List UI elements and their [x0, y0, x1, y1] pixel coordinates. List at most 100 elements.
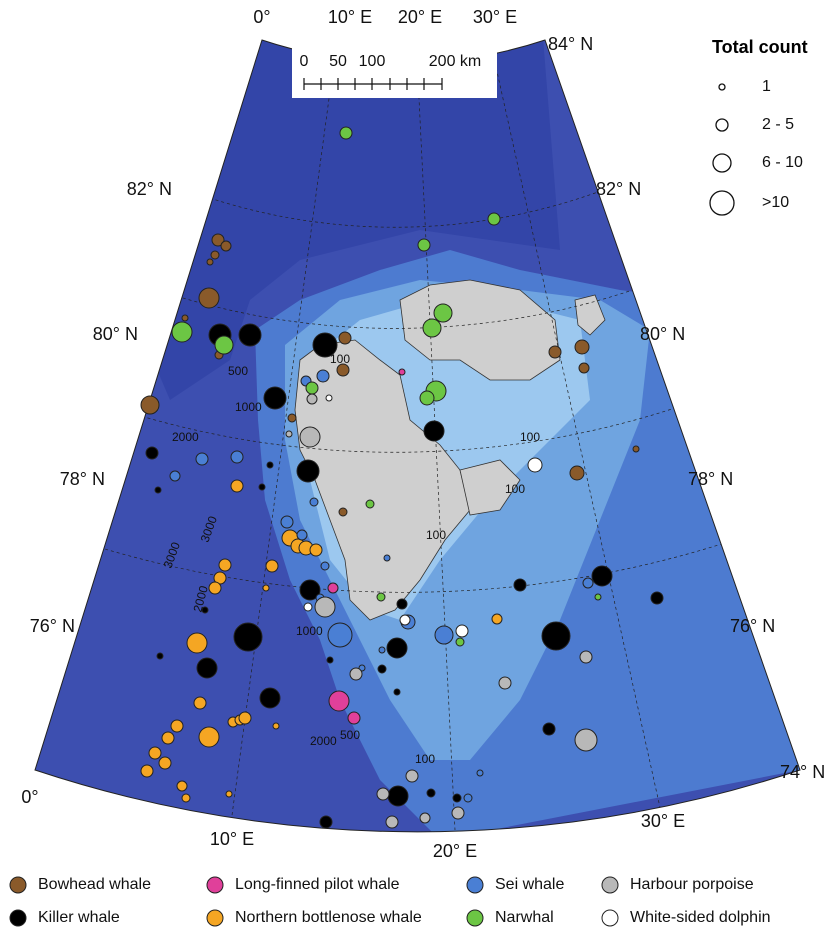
sighting	[320, 561, 330, 571]
sighting	[338, 331, 352, 345]
sighting	[220, 240, 232, 252]
sighting	[569, 465, 585, 481]
sighting	[299, 579, 321, 601]
lat-label: 78° N	[60, 469, 105, 489]
contour-label: 100	[330, 352, 350, 366]
lon-label: 0°	[21, 787, 38, 807]
legend-swatch	[466, 909, 484, 927]
sighting	[455, 624, 469, 638]
scale-label: 50	[329, 53, 347, 70]
sighting	[171, 321, 193, 343]
legend-swatch	[206, 909, 224, 927]
lon-label: 20° E	[398, 7, 442, 27]
sighting	[170, 719, 184, 733]
sighting	[582, 577, 594, 589]
sighting	[347, 711, 361, 725]
legend-label: Long-finned pilot whale	[235, 876, 400, 893]
legend-label: Narwhal	[495, 909, 554, 926]
legend-label: Northern bottlenose whale	[235, 909, 422, 926]
contour-label: 1000	[235, 400, 262, 414]
sighting	[498, 676, 512, 690]
sighting	[299, 426, 321, 448]
sighting	[206, 258, 214, 266]
sighting	[316, 369, 330, 383]
sighting	[417, 238, 431, 252]
sighting	[140, 395, 160, 415]
sighting	[399, 614, 411, 626]
sighting	[196, 657, 218, 679]
legend-label: Killer whale	[38, 909, 120, 926]
sighting	[193, 696, 207, 710]
sighting	[487, 212, 501, 226]
species-legend: Bowhead whale Killer whale Long-finned pil…	[9, 876, 771, 927]
legend-swatch	[466, 876, 484, 894]
sighting	[383, 554, 391, 562]
lat-label: 84° N	[548, 34, 593, 54]
sighting	[491, 613, 503, 625]
sighting	[579, 650, 593, 664]
sighting	[211, 233, 225, 247]
legend-swatch	[206, 876, 224, 894]
lat-label: 76° N	[730, 616, 775, 636]
sighting	[548, 345, 562, 359]
sighting	[230, 450, 244, 464]
sighting	[272, 722, 280, 730]
sighting	[349, 667, 363, 681]
legend-swatch	[601, 909, 619, 927]
sighting	[325, 394, 333, 402]
contour-label: 500	[340, 728, 360, 742]
sighting	[258, 483, 266, 491]
sighting	[287, 413, 297, 423]
sighting	[393, 688, 401, 696]
legend-swatch	[9, 909, 27, 927]
sighting	[422, 318, 442, 338]
sighting	[377, 664, 387, 674]
sighting	[591, 565, 613, 587]
sighting	[386, 637, 408, 659]
sighting	[378, 646, 386, 654]
lat-label: 80° N	[93, 324, 138, 344]
size-label: 6 - 10	[762, 154, 803, 171]
contour-label: 100	[426, 528, 446, 542]
scale-label: 200 km	[429, 53, 481, 70]
lat-label: 82° N	[127, 179, 172, 199]
sighting	[376, 787, 390, 801]
contour-label: 100	[520, 430, 540, 444]
sighting	[385, 815, 399, 829]
scale-label: 0	[300, 53, 309, 70]
land-spitsbergen	[294, 339, 471, 621]
sighting	[181, 793, 191, 803]
sighting	[169, 470, 181, 482]
sighting	[305, 381, 319, 395]
contour-label: 2000	[190, 584, 211, 614]
sighting	[156, 652, 164, 660]
sighting	[314, 596, 336, 618]
sighting	[574, 728, 598, 752]
lon-label: 10° E	[328, 7, 372, 27]
sighting	[574, 339, 590, 355]
lat-label: 82° N	[596, 179, 641, 199]
sighting	[476, 769, 484, 777]
sighting	[419, 812, 431, 824]
size-label: 2 - 5	[762, 116, 794, 133]
contour-label: 2000	[172, 430, 199, 444]
lon-label: 20° E	[433, 841, 477, 861]
sighting	[230, 479, 244, 493]
lon-label: 30° E	[473, 7, 517, 27]
sighting	[327, 582, 339, 594]
scale-label: 100	[359, 53, 386, 70]
sighting	[186, 632, 208, 654]
sighting	[463, 793, 473, 803]
sighting	[326, 656, 334, 664]
legend-label: Bowhead whale	[38, 876, 151, 893]
sighting	[154, 486, 162, 494]
sighting	[339, 126, 353, 140]
size-label: 1	[762, 78, 771, 95]
sighting	[262, 584, 270, 592]
contour-label: 500	[228, 364, 248, 378]
sighting	[201, 606, 209, 614]
sighting	[632, 445, 640, 453]
sighting	[319, 815, 333, 829]
size-legend	[709, 83, 735, 216]
